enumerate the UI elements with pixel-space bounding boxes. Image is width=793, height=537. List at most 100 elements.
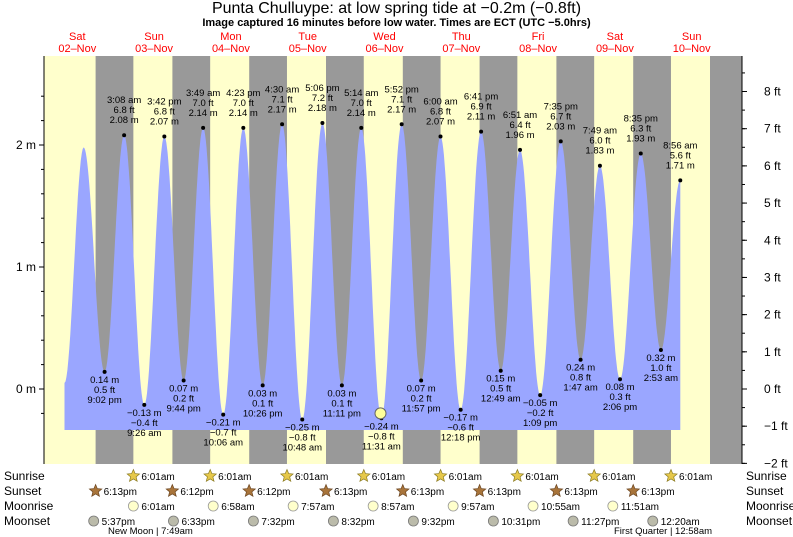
- high-tide-point: [558, 139, 563, 144]
- moonrise-icon: [527, 500, 539, 512]
- night-band: [710, 56, 742, 464]
- moonset-time: 9:32pm: [421, 517, 454, 528]
- y-tick-label-ft: 7 ft: [764, 122, 781, 136]
- low-tide-label: 10:48 am: [282, 443, 322, 454]
- low-tide-label: 0.03 m: [248, 388, 277, 399]
- day-date-label: 08–Nov: [519, 43, 557, 55]
- high-tide-label: 2.08 m: [110, 115, 139, 126]
- low-tide-point: [181, 378, 186, 383]
- high-tide-label: 2.11 m: [467, 112, 495, 123]
- sunrise-icon: [279, 468, 294, 483]
- low-tide-label: 9:44 pm: [166, 403, 200, 414]
- moonset-icon: [168, 515, 179, 527]
- sunrise-icon: [203, 468, 218, 483]
- moonrise-icon: [127, 500, 139, 512]
- day-name-label: Fri: [532, 31, 545, 43]
- tide-labels: 0.14 m0.5 ft9:02 pm3:08 am6.8 ft2.08 m−0…: [87, 83, 697, 453]
- low-tide-point: [538, 393, 543, 398]
- y-tick-label-ft: 8 ft: [764, 85, 781, 99]
- sunrise-time: 6:01am: [602, 472, 635, 483]
- high-tide-label: 3:42 pm: [147, 96, 181, 107]
- low-tide-point: [578, 357, 583, 362]
- high-tide-label: 1.96 m: [505, 130, 534, 141]
- day-date-label: 07–Nov: [442, 43, 480, 55]
- high-tide-label: 4:23 pm: [226, 88, 260, 99]
- high-tide-label: 7.2 ft: [312, 93, 333, 104]
- sunset-icon: [549, 483, 564, 498]
- day-name-label: Mon: [220, 31, 241, 43]
- sunrise-icon: [510, 468, 525, 483]
- high-tide-point: [162, 134, 167, 139]
- y-tick-label-ft: −2 ft: [764, 456, 788, 470]
- low-tide-label: 10:06 am: [203, 438, 243, 449]
- sunrise-row-label-right: Sunrise: [746, 469, 787, 483]
- low-tide-label: 0.24 m: [566, 363, 595, 374]
- moonset-icon: [647, 515, 659, 527]
- low-tide-point: [498, 368, 503, 373]
- moonrise-row-label-left: Moonrise: [4, 499, 54, 513]
- day-name-label: Sun: [682, 31, 702, 43]
- sunset-row-label-left: Sunset: [4, 484, 42, 498]
- high-tide-label: 2.07 m: [150, 116, 179, 127]
- high-tide-label: 6.8 ft: [114, 105, 135, 116]
- day-labels: Sat02–NovSun03–NovMon04–NovTue05–NovWed0…: [58, 31, 711, 55]
- high-tide-label: 2.14 m: [189, 108, 218, 119]
- y-tick-label-m: 1 m: [16, 260, 36, 274]
- sunrise-time: 6:01am: [218, 472, 251, 483]
- low-tide-point: [458, 407, 463, 412]
- sunset-icon: [318, 483, 334, 498]
- high-tide-label: 6.8 ft: [154, 106, 175, 117]
- low-tide-point: [221, 412, 226, 417]
- high-tide-label: 5:52 pm: [385, 84, 419, 95]
- moonrise-time: 11:51am: [621, 502, 659, 513]
- low-tide-label: −0.05 m: [523, 398, 558, 409]
- high-tide-label: 6.3 ft: [630, 124, 651, 135]
- day-name-label: Wed: [373, 31, 395, 43]
- low-tide-label: 0.07 m: [169, 383, 198, 394]
- day-date-label: 03–Nov: [135, 43, 173, 55]
- y-tick-label-ft: 1 ft: [764, 345, 781, 359]
- sunrise-time: 6:01am: [295, 472, 328, 483]
- moonset-icon: [247, 515, 259, 527]
- y-tick-label-ft: 3 ft: [764, 270, 781, 284]
- day-name-label: Sat: [607, 31, 624, 43]
- high-tide-label: 7.0 ft: [351, 98, 372, 109]
- low-tide-label: 0.3 ft: [609, 392, 630, 403]
- moonset-icon: [487, 515, 499, 527]
- tide-area: [64, 123, 681, 430]
- tide-points: [102, 121, 683, 422]
- high-tide-label: 2.03 m: [546, 121, 575, 132]
- low-tide-label: 0.8 ft: [570, 373, 591, 384]
- low-tide-label: 9:26 am: [127, 428, 161, 439]
- sunset-icon: [165, 483, 180, 498]
- low-tide-label: 11:57 pm: [402, 403, 441, 414]
- sunrise-icon: [587, 468, 602, 483]
- sunset-time: 6:13pm: [564, 487, 597, 498]
- moonrise-icon: [447, 500, 459, 512]
- low-tide-label: 0.1 ft: [331, 398, 352, 409]
- high-tide-point: [241, 125, 246, 130]
- moonrise-icon: [207, 500, 219, 512]
- low-tide-label: −0.4 ft: [131, 418, 158, 429]
- day-date-label: 04–Nov: [212, 43, 250, 55]
- low-tide-label: 1:09 pm: [523, 418, 557, 429]
- high-tide-label: 7.0 ft: [193, 98, 214, 109]
- low-tide-label: −0.7 ft: [210, 428, 237, 439]
- low-tide-label: 12:18 pm: [441, 433, 481, 444]
- day-date-label: 02–Nov: [58, 43, 96, 55]
- low-tide-label: −0.21 m: [206, 418, 241, 429]
- low-tide-point: [142, 402, 147, 407]
- page-subtitle: Image captured 16 minutes before low wat…: [202, 17, 591, 29]
- y-axis-right: 8 ft 7 ft 6 ft 5 ft 4 ft 3 ft 2 ft 1 ft 0 ft −1 f…: [741, 56, 788, 470]
- high-tide-label: 7:49 am: [583, 126, 617, 137]
- low-tide-point: [260, 383, 265, 388]
- sunset-icon: [395, 483, 410, 498]
- high-tide-label: 2.17 m: [268, 104, 297, 115]
- low-tide-label: 0.14 m: [90, 375, 119, 386]
- sunset-icon: [626, 483, 641, 498]
- day-date-label: 10–Nov: [673, 43, 711, 55]
- moonset-time: 5:37pm: [102, 517, 135, 528]
- high-tide-label: 6.0 ft: [589, 136, 610, 147]
- sunset-time: 6:12pm: [180, 487, 213, 498]
